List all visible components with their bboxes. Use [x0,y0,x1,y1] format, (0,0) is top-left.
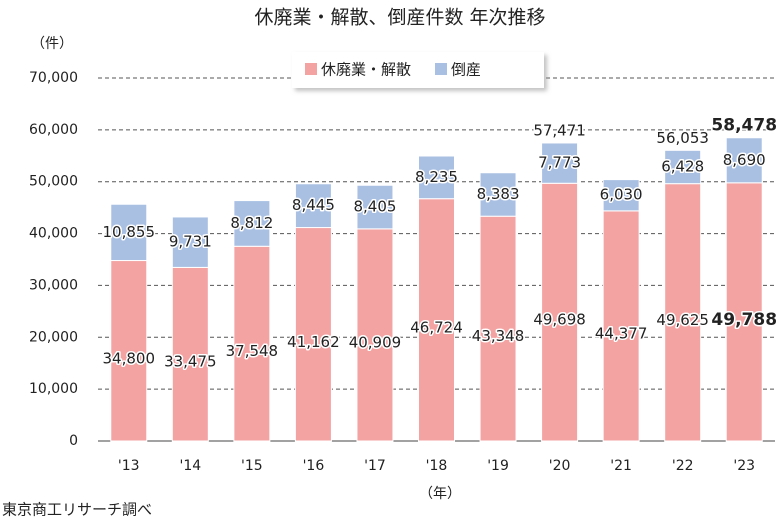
x-tick-label: '21 [610,458,632,474]
bar-segment [664,149,702,185]
bar-segment [171,266,209,442]
value-label: 8,235 [415,168,458,186]
value-label: 8,383 [477,185,520,203]
bar-segment [602,179,640,212]
x-tick-label: '22 [672,458,694,474]
value-label: 49,698 [533,311,586,329]
x-tick-label: '18 [426,458,448,474]
bar-segment [233,245,271,442]
legend-label: 休廃業・解散 [321,61,411,79]
legend: 休廃業・解散 倒産 [292,52,544,88]
y-tick-label: 20,000 [29,329,78,345]
value-label: 46,724 [410,318,463,336]
total-label: 58,478 [711,116,777,136]
value-label: 37,548 [226,342,279,360]
total-label: 57,471 [533,121,586,139]
bar-segment [725,137,763,184]
legend-box [292,52,544,88]
bar-segment [171,216,209,268]
bar-segment [725,182,763,442]
x-tick-label: '19 [487,458,509,474]
x-tick-label: '13 [118,458,140,474]
value-label: 40,909 [349,333,402,351]
bar-segment [418,198,455,442]
bar-segment [541,182,579,442]
y-tick-label: 70,000 [29,70,78,86]
value-label: 44,377 [595,324,648,342]
x-tick-label: '14 [179,458,201,474]
x-tick-label: '17 [364,458,386,474]
y-tick-label: 0 [69,433,78,449]
bar-segment [294,183,332,229]
bar-segment [356,184,394,230]
bar-segment [233,200,271,247]
x-axis-label: （年） [419,486,461,502]
source-note: 東京商工リサーチ調べ [2,501,152,519]
y-tick-label: 30,000 [29,277,78,293]
legend-swatch [435,63,448,75]
y-tick-label: 40,000 [29,226,78,242]
y-tick-label: 50,000 [29,174,78,190]
bar-segment [541,142,579,184]
value-label: 49,625 [656,311,709,329]
bar-segment [479,215,517,442]
x-tick-label: '15 [241,458,263,474]
legend-swatch [305,63,317,75]
value-label: 6,428 [661,157,704,175]
value-label: 8,405 [353,198,396,216]
value-label: 7,773 [538,154,581,172]
value-label: 33,475 [164,353,217,371]
value-label: 10,855 [103,223,156,241]
value-label: 8,812 [230,214,273,232]
value-label: 9,731 [169,233,212,251]
value-label: 49,788 [711,310,777,330]
x-tick-label: '16 [303,458,325,474]
value-label: 34,800 [103,349,156,367]
y-tick-label: 10,000 [29,381,78,397]
x-tick-label: '20 [549,458,571,474]
legend-label: 倒産 [451,61,481,79]
x-tick-label: '23 [733,458,755,474]
y-tick-label: 60,000 [29,122,78,138]
bar-segment [602,210,640,442]
value-label: 8,445 [292,196,335,214]
bar-segment [479,172,517,217]
bar-segment [418,155,455,200]
total-label: 56,053 [656,129,709,147]
value-label: 8,690 [723,151,766,169]
y-axis-label: （件） [31,36,73,52]
value-label: 41,162 [287,333,340,351]
bar-segment [110,203,148,262]
chart-title: 休廃業・解散、倒産件数 年次推移 [254,7,545,29]
bar-segment [294,227,332,442]
bar-segment [664,183,702,442]
value-label: 43,348 [472,327,525,345]
value-label: 6,030 [600,186,643,204]
